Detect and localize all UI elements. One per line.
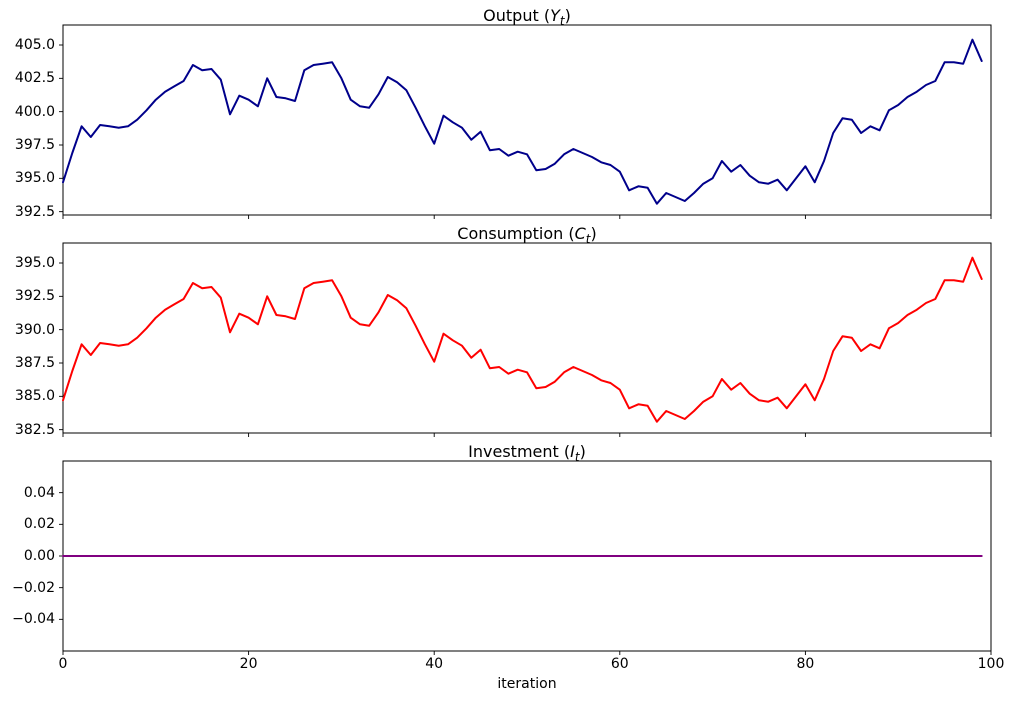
output-line — [62, 38, 983, 205]
x-tick-label: 0 — [58, 656, 68, 672]
y-tick-label: 392.5 — [14, 288, 55, 305]
consumption-symbol: C — [574, 224, 586, 243]
y-tick-label: −0.04 — [12, 611, 55, 628]
y-tick-label: 405.0 — [14, 37, 55, 53]
consumption-line — [62, 256, 983, 423]
y-tick-label: 382.5 — [14, 421, 55, 438]
y-tick-label: 395.0 — [14, 255, 55, 271]
output-title-text: Output ( — [483, 6, 551, 25]
output-symbol: Y — [550, 6, 560, 25]
consumption-title-suffix: ) — [590, 224, 597, 243]
consumption-axes-frame — [62, 242, 992, 434]
investment-symbol: I — [570, 442, 575, 461]
y-tick-label: −0.02 — [12, 579, 55, 596]
y-tick-label: 395.0 — [14, 170, 55, 187]
consumption-symbol-subscript: t — [585, 232, 591, 247]
y-tick-label: 0.02 — [23, 516, 55, 533]
investment-chart-title: Investment (It) — [63, 442, 991, 467]
x-tick-label: 60 — [610, 656, 629, 672]
x-tick-label: 40 — [425, 656, 444, 672]
y-tick-label: 400.0 — [14, 103, 55, 120]
x-tick-label: 80 — [796, 656, 815, 672]
output-chart-title: Output (Yt) — [63, 6, 991, 31]
output-axes-frame — [62, 24, 992, 216]
output-symbol-subscript: t — [559, 14, 565, 29]
y-tick-label: 0.00 — [23, 548, 55, 564]
consumption-title-text: Consumption ( — [457, 224, 575, 243]
y-tick-label: 402.5 — [14, 70, 55, 87]
x-tick-label: 100 — [977, 656, 1005, 672]
x-tick-label: 20 — [239, 656, 258, 672]
y-tick-label: 385.0 — [14, 388, 55, 405]
investment-title-text: Investment ( — [468, 442, 571, 461]
y-tick-label: 392.5 — [14, 203, 55, 220]
y-tick-label: 0.04 — [23, 484, 55, 501]
output-title-suffix: ) — [564, 6, 571, 25]
consumption-chart-title: Consumption (Ct) — [63, 224, 991, 249]
y-tick-label: 387.5 — [14, 355, 55, 371]
investment-title-suffix: ) — [579, 442, 586, 461]
y-tick-label: 390.0 — [14, 321, 55, 338]
y-tick-label: 397.5 — [14, 137, 55, 153]
x-axis-label: iteration — [497, 676, 557, 692]
investment-symbol-subscript: t — [574, 450, 580, 465]
